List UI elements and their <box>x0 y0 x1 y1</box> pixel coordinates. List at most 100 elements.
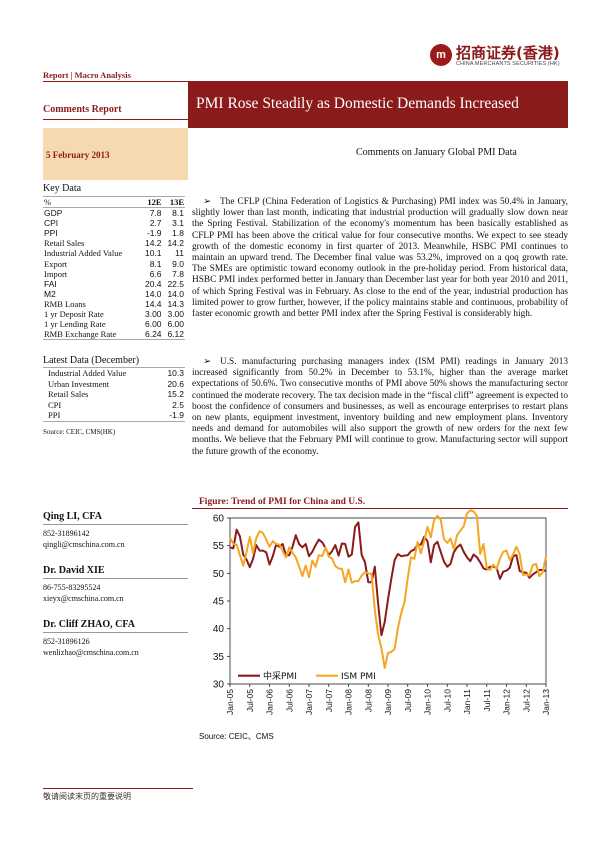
key-data-row: 1 yr Deposit Rate 3.00 3.00 <box>43 309 185 319</box>
key-data-table: % 12E 13E GDP 7.8 8.1 CPI 2.7 3.1 PPI -1.9 1.8 Retai… <box>43 195 185 341</box>
y-tick-label: 40 <box>213 624 225 635</box>
key-data-value: 20.4 <box>144 278 162 289</box>
latest-data-row: Industrial Added Value 10.3 <box>43 366 185 379</box>
x-tick-label: Jan-05 <box>225 689 235 715</box>
pmi-line-chart: 30 35 40 45 50 55 60 Jan-05 Jul-05 Jan-06 Jul-06 Ja… <box>213 509 551 715</box>
analyst-email[interactable]: wenlizhao@cmschina.com.cn <box>43 648 139 657</box>
key-data-label: Industrial Added Value <box>44 248 123 259</box>
x-tick-label: Jan-08 <box>344 689 354 715</box>
key-data-row: FAI 20.4 22.5 <box>43 279 185 289</box>
x-tick-label: Jan-07 <box>304 689 314 715</box>
x-tick-label: Jul-11 <box>482 689 492 712</box>
key-data-value: 3.00 <box>144 309 162 320</box>
page-subtitle: Comments on January Global PMI Data <box>356 147 517 158</box>
key-data-value: 7.8 <box>172 268 184 279</box>
analyst-card: Dr. Cliff ZHAO, CFA 852-31896126 wenlizh… <box>43 619 188 658</box>
latest-data-row: Urban Investment 20.6 <box>43 379 185 390</box>
key-data-label: GDP <box>44 208 63 219</box>
key-data-label: RMB Exchange Rate <box>43 329 141 341</box>
section-divider <box>43 119 188 120</box>
key-data-row: 1 yr Lending Rate 6.00 6.00 <box>43 319 185 329</box>
x-tick-label: Jul-12 <box>521 689 531 712</box>
logo-chinese-name: 招商证券(香港) <box>456 44 560 62</box>
key-data-label: M2 <box>44 288 56 299</box>
x-tick-label: Jul-05 <box>245 689 255 712</box>
key-data-value: 3.00 <box>167 309 184 320</box>
key-data-row: RMB Loans 14.4 14.3 <box>43 299 185 309</box>
latest-data-label: Retail Sales <box>48 389 89 400</box>
series-line-us <box>229 509 547 669</box>
key-data-row: Import 6.6 7.8 <box>43 269 185 279</box>
key-data-value: 14.0 <box>144 288 162 299</box>
analyst-email[interactable]: qingli@cmschina.com.cn <box>43 540 125 549</box>
key-data-label: Retail Sales <box>44 238 85 249</box>
y-tick-label: 30 <box>213 680 225 691</box>
figure-title: Figure: Trend of PMI for China and U.S. <box>199 497 366 507</box>
x-tick-label: Jan-11 <box>462 689 472 715</box>
key-data-label: 1 yr Deposit Rate <box>44 309 104 320</box>
x-tick-label: Jan-09 <box>383 689 393 715</box>
key-data-value: 2.7 <box>149 218 162 229</box>
body-paragraph: ➢ U.S. manufacturing purchasing managers … <box>192 357 568 458</box>
key-data-row: Export 8.1 9.0 <box>43 259 185 269</box>
key-data-row: Industrial Added Value 10.1 11 <box>43 248 185 258</box>
latest-data-label: Industrial Added Value <box>43 366 160 379</box>
header-divider <box>43 81 568 82</box>
key-data-value: 14.2 <box>144 238 162 249</box>
latest-data-label: CPI <box>48 399 62 410</box>
bullet-arrow-icon: ➢ <box>203 357 211 367</box>
key-data-row: RMB Exchange Rate 6.24 6.12 <box>43 329 185 341</box>
latest-data-row: PPI -1.9 <box>43 410 185 422</box>
key-data-value: 6.00 <box>144 319 162 330</box>
figure-divider <box>192 508 568 509</box>
y-tick-label: 50 <box>213 569 225 580</box>
key-data-label: PPI <box>44 228 58 239</box>
x-tick-label: Jul-07 <box>324 689 334 712</box>
key-data-row: M2 14.0 14.0 <box>43 289 185 299</box>
x-tick-label: Jul-08 <box>363 689 373 712</box>
key-data-value: 6.6 <box>149 268 162 279</box>
analyst-divider <box>43 578 188 579</box>
x-tick-label: Jul-10 <box>442 689 452 712</box>
bullet-arrow-icon: ➢ <box>203 197 211 207</box>
key-data-row: CPI 2.7 3.1 <box>43 218 185 228</box>
x-tick-label: Jan-13 <box>541 689 551 715</box>
key-data-value: 7.8 <box>149 208 162 219</box>
analyst-email[interactable]: xieyx@cmschina.com.cn <box>43 594 124 603</box>
key-data-value: 6.00 <box>167 319 184 330</box>
y-tick-label: 35 <box>213 652 225 663</box>
key-data-label: RMB Loans <box>44 298 86 309</box>
key-data-label: FAI <box>44 278 57 289</box>
section-label: Comments Report <box>43 104 122 115</box>
key-data-column-header: % <box>43 195 141 209</box>
analyst-name: Dr. David XIE <box>43 565 105 576</box>
key-data-value: 9.0 <box>172 258 184 269</box>
analyst-divider <box>43 524 188 525</box>
paragraph-text: U.S. manufacturing purchasing managers i… <box>192 357 568 457</box>
key-data-column-header: 13E <box>162 195 185 209</box>
legend-label-china: 中采PMI <box>263 670 297 682</box>
key-data-value: 11 <box>175 248 184 259</box>
latest-data-title: Latest Data (December) <box>43 355 140 366</box>
key-data-row: Retail Sales 14.2 14.2 <box>43 238 185 248</box>
analyst-divider <box>43 632 188 633</box>
key-data-value: 14.2 <box>167 238 184 249</box>
latest-data-label: Urban Investment <box>48 378 110 389</box>
paragraph-text: The CFLP (China Federation of Logistics … <box>192 197 568 320</box>
analyst-name: Dr. Cliff ZHAO, CFA <box>43 619 135 630</box>
date-band: 5 February 2013 <box>43 128 188 180</box>
latest-data-table: Industrial Added Value 10.3 Urban Investme… <box>43 366 185 422</box>
latest-data-row: Retail Sales 15.2 <box>43 389 185 400</box>
report-type: Report | Macro Analysis <box>43 70 131 80</box>
figure-source: Source: CEIC、CMS <box>199 732 274 741</box>
company-logo: m 招商证券(香港) CHINA MERCHANTS SECURITIES (H… <box>430 42 575 72</box>
report-date: 5 February 2013 <box>46 150 110 160</box>
x-tick-label: Jan-12 <box>502 689 512 715</box>
key-data-label: Export <box>44 258 68 269</box>
key-data-value: 14.4 <box>144 298 162 309</box>
latest-data-source: Source: CEIC, CMS(HK) <box>43 428 116 436</box>
key-data-value: 6.12 <box>162 329 185 341</box>
latest-data-row: CPI 2.5 <box>43 400 185 411</box>
key-data-value: 14.3 <box>167 298 184 309</box>
key-data-label: Import <box>44 268 68 279</box>
